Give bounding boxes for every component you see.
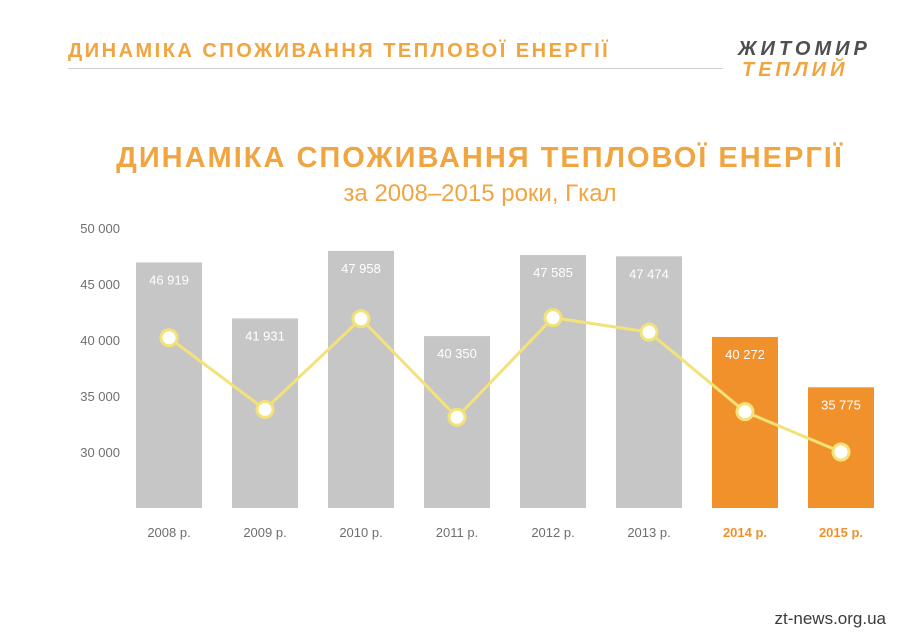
y-tick-label: 40 000 — [80, 333, 120, 348]
x-tick-label: 2011 р. — [436, 525, 478, 540]
x-tick-label: 2014 р. — [723, 525, 767, 540]
logo: ЖИТОМИР ТЕПЛИЙ — [738, 38, 878, 82]
logo-line-2: ТЕПЛИЙ — [742, 59, 849, 81]
x-tick-label: 2008 р. — [147, 525, 190, 540]
trend-line — [168, 316, 842, 454]
bar — [136, 262, 202, 508]
bar — [520, 255, 586, 508]
bar-value-label: 46 919 — [149, 273, 189, 288]
watermark: zt-news.org.ua — [774, 609, 887, 628]
bar-value-label: 40 272 — [725, 347, 765, 362]
trend-point — [735, 402, 755, 422]
y-tick-label: 35 000 — [80, 389, 120, 404]
trend-point — [159, 328, 179, 348]
x-tick-label: 2010 р. — [339, 525, 382, 540]
bar-value-label: 47 958 — [341, 261, 381, 276]
trend-point — [255, 399, 275, 419]
bar — [616, 256, 682, 508]
chart-subtitle: за 2008–2015 роки, Гкал — [343, 180, 617, 207]
x-tick-label: 2012 р. — [531, 525, 574, 540]
trend-point — [831, 442, 851, 462]
x-tick-label: 2009 р. — [243, 525, 286, 540]
bar-value-label: 40 350 — [437, 346, 477, 361]
bar — [328, 250, 394, 508]
trend-point — [639, 322, 659, 342]
trend-point — [351, 309, 371, 329]
x-tick-label: 2013 р. — [627, 525, 670, 540]
trend-point — [447, 407, 467, 427]
trend-point — [543, 308, 563, 328]
bar-value-label: 47 474 — [629, 266, 669, 281]
logo-line-1: ЖИТОМИР — [738, 38, 871, 60]
bar-value-label: 47 585 — [533, 265, 573, 280]
y-tick-label: 45 000 — [80, 277, 120, 292]
header-divider — [68, 68, 723, 69]
y-tick-label: 30 000 — [80, 445, 120, 460]
y-tick-label: 50 000 — [80, 221, 120, 236]
bar-value-label: 35 775 — [821, 397, 861, 412]
header-title: ДИНАМІКА СПОЖИВАННЯ ТЕПЛОВОЇ ЕНЕРГІЇ — [68, 40, 611, 62]
bar-value-label: 41 931 — [245, 328, 285, 343]
chart-title: ДИНАМІКА СПОЖИВАННЯ ТЕПЛОВОЇ ЕНЕРГІЇ — [116, 142, 844, 174]
x-tick-label: 2015 р. — [819, 525, 863, 540]
